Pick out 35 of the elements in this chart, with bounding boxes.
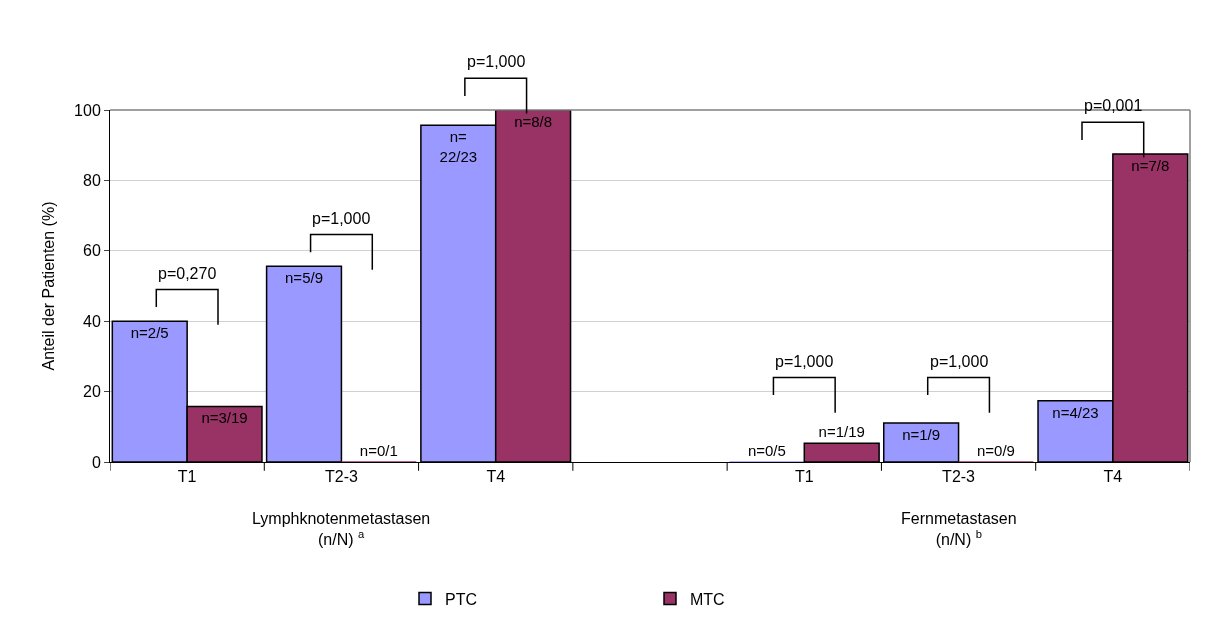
y-axis-title: Anteil der Patienten (%): [40, 201, 57, 371]
x-tick-label: T1: [794, 468, 814, 486]
y-tick-label: 80: [83, 172, 101, 189]
y-tick-label: 40: [83, 312, 101, 330]
data-label: n=3/19: [201, 409, 248, 427]
x-tick-label: T4: [486, 468, 506, 486]
x-tick-label: T4: [1103, 468, 1123, 486]
annotation: p=1,000: [775, 353, 834, 370]
data-label: n=8/8: [514, 113, 553, 130]
text: p=1,000: [467, 53, 526, 70]
data-label: n=0/1: [359, 442, 398, 459]
annotation: p=0,270: [158, 265, 217, 282]
x-tick-label: T1: [177, 468, 197, 486]
x-tick-label: T2-3: [942, 468, 976, 486]
data-label: n=5/9: [285, 269, 323, 287]
data-label: n=1/19: [818, 423, 865, 441]
data-label: n=4/23: [1052, 403, 1099, 421]
data-label: n=0/9: [977, 442, 1015, 459]
annotation: p=1,000: [930, 353, 989, 370]
legend-label: MTC: [690, 590, 725, 608]
data-label: n=1/9: [902, 425, 941, 443]
text: Lymphknotenmetastasen (n/N) $^{a}$: [252, 510, 431, 548]
y-tick-label: 0: [91, 453, 101, 471]
text: Fernmetastasen (n/N) $^{b}$: [901, 510, 1017, 548]
y-tick-label: 20: [83, 383, 101, 401]
y-tick-label: 100: [74, 101, 101, 119]
data-label: n= 22/23: [439, 128, 478, 165]
data-label: n=2/5: [130, 324, 169, 342]
data-label: n=0/5: [747, 442, 786, 459]
y-tick-label: 60: [83, 242, 101, 260]
annotation: p=1,000: [312, 210, 371, 227]
legend-label: PTC: [445, 590, 477, 608]
annotation: p=0,001: [1084, 97, 1143, 114]
x-tick-label: T2-3: [324, 468, 358, 486]
data-label: n=7/8: [1131, 157, 1170, 174]
